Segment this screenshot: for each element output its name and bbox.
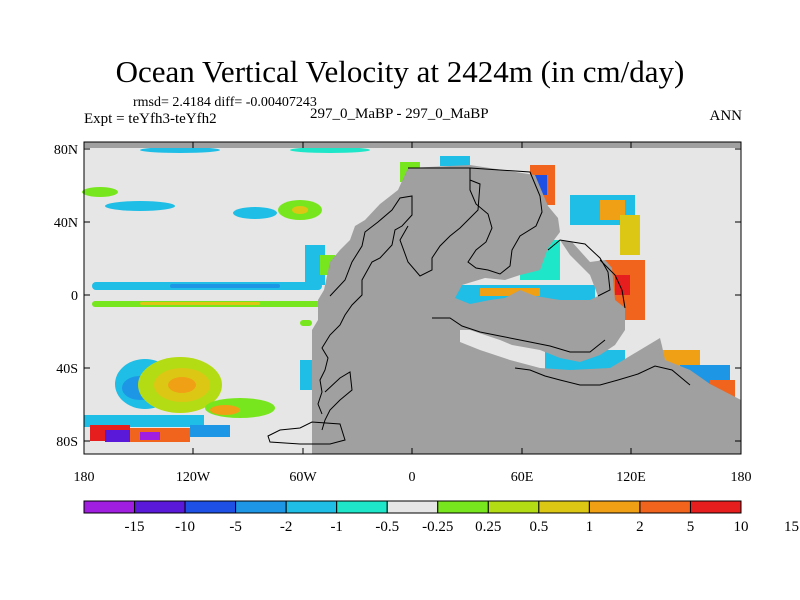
colorbar-label: -0.5: [375, 519, 399, 535]
colorbar-label: -5: [229, 519, 242, 535]
lat-tick-80s: 80S: [56, 435, 78, 450]
colorbar-label: 10: [734, 519, 749, 535]
colorbar-label: 2: [636, 519, 644, 535]
colorbar: -15 -10 -5 -2 -1 -0.5 -0.25 0.25 0.5 1 2 5 10 15: [83, 500, 799, 535]
lat-tick-40n: 40N: [54, 216, 78, 231]
colorbar-swatch: [689, 500, 742, 514]
lon-tick-120e: 120E: [616, 470, 646, 485]
stats-line: rmsd= 2.4184 diff= -0.00407243: [133, 95, 317, 110]
season-label: ANN: [709, 108, 743, 124]
colorbar-swatch: [336, 500, 388, 514]
lon-tick-labels: 180 120W 60W 0 60E 120E 180: [74, 470, 752, 485]
lon-tick-180w: 180: [74, 470, 95, 485]
figure-title: Ocean Vertical Velocity at 2424m (in cm/…: [115, 54, 685, 89]
lon-tick-0: 0: [409, 470, 416, 485]
colorbar-label: -15: [125, 519, 145, 535]
colorbar-swatch: [437, 500, 489, 514]
lon-tick-120w: 120W: [176, 470, 211, 485]
lat-tick-0: 0: [71, 289, 78, 304]
colorbar-label: -2: [280, 519, 293, 535]
lon-tick-60e: 60E: [511, 470, 534, 485]
coastlines: [267, 167, 691, 445]
colorbar-swatch: [588, 500, 641, 514]
lon-tick-180e: 180: [731, 470, 752, 485]
colorbar-label: -1: [330, 519, 343, 535]
colorbar-label: 5: [687, 519, 695, 535]
colorbar-swatch: [487, 500, 540, 514]
colorbar-label: 15: [784, 519, 799, 535]
colorbar-swatch: [386, 500, 439, 514]
lat-tick-labels: 80N 40N 0 40S 80S: [54, 143, 78, 450]
colorbar-label: 0.25: [475, 519, 501, 535]
colorbar-swatch: [639, 500, 691, 514]
runs-label: 297_0_MaBP - 297_0_MaBP: [310, 106, 489, 122]
lon-tick-60w: 60W: [289, 470, 317, 485]
lat-tick-40s: 40S: [56, 362, 78, 377]
colorbar-label: -0.25: [422, 519, 453, 535]
colorbar-label: 1: [586, 519, 594, 535]
experiment-label: Expt = teYfh3-teYfh2: [84, 111, 217, 127]
colorbar-swatch: [184, 500, 237, 514]
colorbar-swatch: [538, 500, 590, 514]
map-panel: 180 120W 60W 0 60E 120E 180 80N 40N 0 40…: [54, 141, 752, 485]
colorbar-swatch: [285, 500, 338, 514]
colorbar-swatch: [235, 500, 287, 514]
colorbar-swatch: [134, 500, 186, 514]
colorbar-swatch: [83, 500, 136, 514]
lat-tick-80n: 80N: [54, 143, 78, 158]
colorbar-label: -10: [175, 519, 195, 535]
colorbar-label: 0.5: [529, 519, 548, 535]
axis-ticks: [83, 142, 742, 454]
